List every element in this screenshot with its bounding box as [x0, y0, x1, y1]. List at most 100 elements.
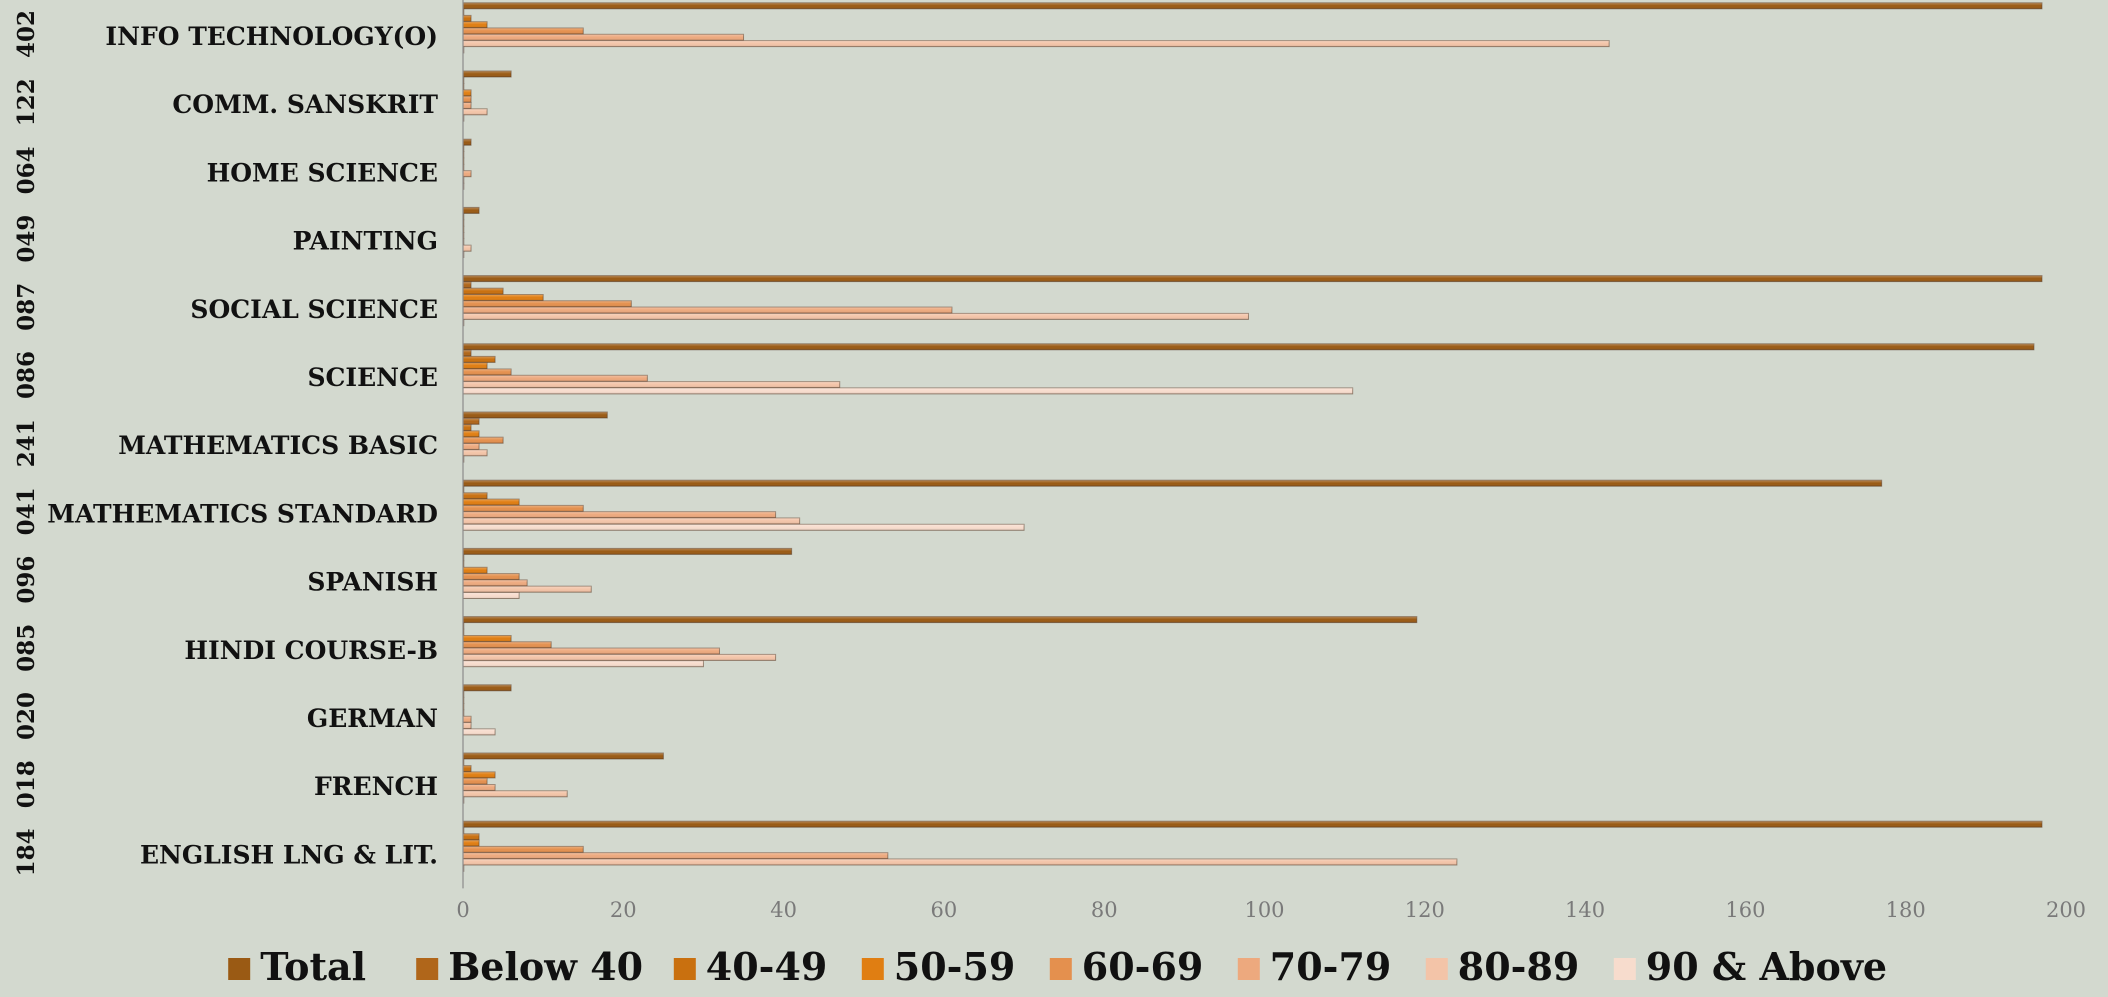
bar-40-49-018: [462, 765, 472, 773]
bar-40-49-184: [462, 833, 480, 841]
bar-60-69-041: [462, 504, 584, 512]
category-code: 086: [13, 351, 40, 399]
x-tick-label: 60: [931, 898, 958, 922]
legend: Total Below 40 40-49 50-59 60-69 70-79 80-89 90…: [228, 944, 1887, 989]
bar-50-59-122: [462, 89, 472, 97]
bar-80-89-018: [462, 790, 568, 798]
bar-80-89-122: [462, 108, 488, 116]
category-label: COMM. SANSKRIT: [172, 90, 438, 119]
x-tick-label: 200: [2046, 898, 2086, 922]
bar-70-79-087: [462, 306, 953, 314]
category-axis: INFO TECHNOLOGY(O) 402 COMM. SANSKRIT 122 HO…: [13, 0, 464, 889]
bar-60-69-086: [462, 368, 512, 376]
bar-50-59-086: [462, 362, 488, 370]
bar-below-40-087: [462, 281, 472, 289]
bar-70-79-241: [462, 443, 480, 450]
bar-80-89-096: [462, 585, 592, 593]
category-label: INFO TECHNOLOGY(O): [105, 22, 438, 51]
category-label: SCIENCE: [307, 363, 438, 392]
bar-70-79-064: [462, 170, 472, 178]
x-tick-label: 40: [770, 898, 797, 922]
bar-total-041: [462, 479, 1883, 487]
bar-70-79-184: [462, 852, 889, 860]
bar-50-59-241: [462, 430, 480, 438]
legend-swatch-40-49: [673, 958, 696, 980]
category-label: MATHEMATICS BASIC: [118, 431, 438, 460]
legend-swatch-80-89: [1425, 958, 1448, 980]
category-label: PAINTING: [293, 227, 438, 256]
bar-50-59-085: [462, 635, 512, 642]
bar-50-59-402: [462, 21, 488, 29]
category-label: SOCIAL SCIENCE: [190, 295, 438, 324]
legend-label-total: Total: [260, 944, 366, 989]
category-code: 087: [13, 283, 40, 331]
category-code: 122: [13, 78, 40, 126]
bar-60-69-085: [462, 641, 552, 649]
bar-90-above-086: [462, 387, 1354, 395]
category-label: HOME SCIENCE: [207, 158, 438, 187]
bar-below-40-241: [462, 417, 480, 425]
category-code: 402: [13, 10, 40, 58]
legend-label-50-59: 50-59: [894, 944, 1016, 989]
category-code: 041: [13, 487, 40, 535]
bar-40-49-041: [462, 492, 488, 500]
category-label: GERMAN: [307, 704, 438, 733]
bar-70-79-041: [462, 511, 777, 519]
bar-70-79-085: [462, 647, 720, 655]
category-label: MATHEMATICS STANDARD: [47, 499, 438, 528]
bar-total-096: [462, 547, 793, 555]
bar-80-89-402: [462, 40, 1610, 48]
legend-label-40-49: 40-49: [706, 944, 828, 989]
bar-total-087: [462, 275, 2043, 283]
bar-total-184: [462, 820, 2043, 828]
bar-80-89-087: [462, 312, 1249, 320]
bar-80-89-049: [462, 244, 472, 252]
bar-total-085: [462, 616, 1418, 624]
category-code: 096: [13, 556, 40, 604]
legend-label-70-79: 70-79: [1270, 944, 1392, 989]
bar-below-40-086: [462, 349, 472, 357]
bar-70-79-096: [462, 579, 528, 587]
legend-label-80-89: 80-89: [1458, 944, 1580, 989]
category-code: 064: [13, 146, 40, 194]
bar-60-69-122: [462, 95, 472, 103]
bar-80-89-086: [462, 381, 841, 389]
category-label: ENGLISH LNG & LIT.: [140, 840, 438, 869]
legend-swatch-total: [228, 958, 251, 980]
bar-80-89-041: [462, 517, 801, 525]
bar-total-018: [462, 752, 664, 760]
bar-60-69-087: [462, 300, 632, 308]
category-label: HINDI COURSE-B: [184, 636, 438, 665]
bar-60-69-241: [462, 436, 504, 444]
bar-40-49-402: [462, 14, 472, 22]
x-tick-label: 140: [1565, 898, 1605, 922]
bar-60-69-184: [462, 845, 584, 853]
bar-80-89-085: [462, 653, 777, 661]
category-label: FRENCH: [314, 772, 438, 801]
bar-total-020: [462, 684, 512, 692]
bar-total-122: [462, 70, 512, 78]
legend-swatch-below-40: [416, 958, 439, 980]
bar-70-79-402: [462, 33, 745, 41]
category-code: 018: [13, 760, 40, 808]
bar-40-49-087: [462, 287, 504, 295]
bar-60-69-096: [462, 573, 520, 581]
category-code: 049: [13, 215, 40, 263]
bar-50-59-018: [462, 771, 496, 779]
bar-50-59-096: [462, 566, 488, 574]
bar-90-above-096: [462, 592, 520, 599]
bar-total-241: [462, 411, 608, 419]
category-code: 085: [13, 624, 40, 672]
x-tick-label: 120: [1405, 898, 1445, 922]
legend-label-below-40: Below 40: [448, 944, 643, 989]
bar-50-59-184: [462, 839, 480, 847]
bar-70-79-086: [462, 374, 648, 382]
bar-80-89-184: [462, 858, 1458, 866]
bar-total-086: [462, 343, 2035, 351]
category-code: 241: [13, 419, 40, 467]
bar-90-above-085: [462, 660, 704, 668]
category-code: 184: [13, 828, 40, 876]
bar-total-064: [462, 138, 472, 146]
x-tick-label: 80: [1091, 898, 1118, 922]
